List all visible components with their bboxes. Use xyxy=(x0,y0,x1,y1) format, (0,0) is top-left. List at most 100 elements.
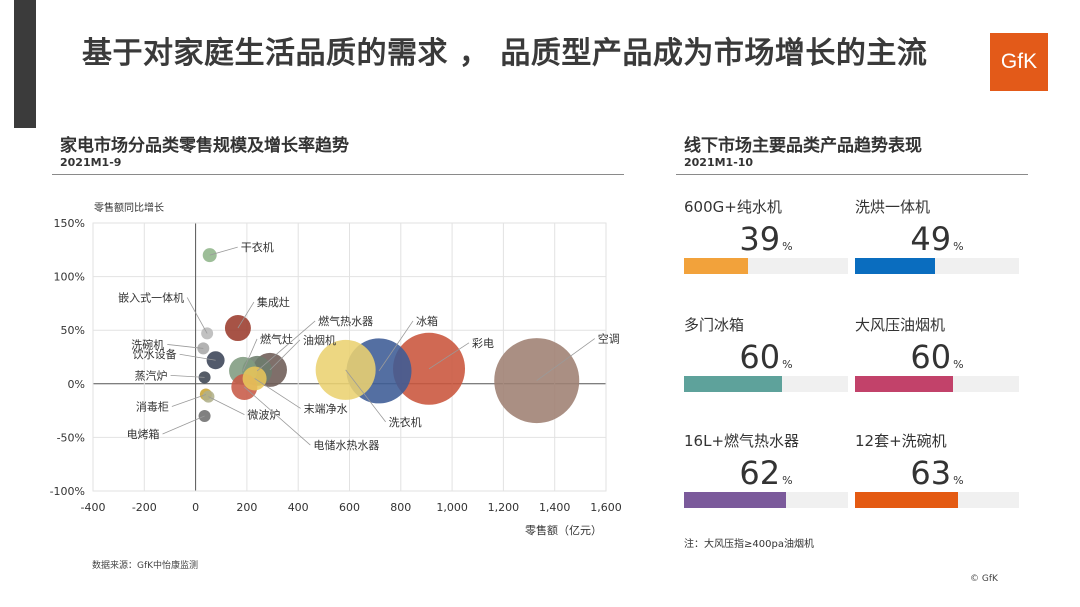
leader-line xyxy=(378,320,414,372)
plot-frame xyxy=(92,222,607,492)
bubble-label: 彩电 xyxy=(472,337,494,350)
trend-value: 62% xyxy=(684,454,848,492)
x-tick-label: 1,000 xyxy=(436,501,468,514)
right-section-subtitle: 2021M1-10 xyxy=(684,156,754,169)
trend-bar-fill xyxy=(855,376,954,392)
x-tick-label: 200 xyxy=(236,501,257,514)
x-tick-label: 800 xyxy=(390,501,411,514)
bubble-label: 嵌入式一体机 xyxy=(118,290,184,304)
bubble-label: 集成灶 xyxy=(257,295,290,309)
trend-number: 49 xyxy=(910,220,952,258)
bubble-label: 洗衣机 xyxy=(389,415,422,429)
leader-line xyxy=(171,394,206,407)
trend-category: 洗烘一体机 xyxy=(855,198,931,216)
trend-bar-track xyxy=(684,492,848,508)
bubble-label: 空调 xyxy=(598,332,620,346)
bubble-label: 油烟机 xyxy=(303,333,336,347)
bubble-label: 消毒柜 xyxy=(136,400,169,414)
trend-unit: % xyxy=(953,474,964,487)
y-axis-title: 零售额同比增长 xyxy=(94,201,164,214)
trend-item: 洗烘一体机 49% xyxy=(855,196,1019,274)
trend-category: 600G+纯水机 xyxy=(684,198,782,216)
leader-line xyxy=(269,339,301,371)
x-tick-label: 0 xyxy=(192,501,199,514)
bubble-label: 蒸汽炉 xyxy=(135,368,168,382)
trend-bar-fill xyxy=(684,492,786,508)
trend-category: 12套+洗碗机 xyxy=(855,432,947,450)
bubble-label: 末端净水 xyxy=(304,401,348,415)
left-section-subtitle: 2021M1-9 xyxy=(60,156,122,169)
left-section-title: 家电市场分品类零售规模及增长率趋势 xyxy=(60,136,349,156)
bubble-chart: 150% 100% 50% 0% -50% -100% -400 -200 0 200 400 600… xyxy=(50,201,622,537)
trend-item: 12套+洗碗机 63% xyxy=(855,430,1019,508)
y-tick-label: -50% xyxy=(57,431,85,444)
leader-line xyxy=(167,344,204,349)
bubble xyxy=(197,342,210,355)
bubble-label: 电储水热水器 xyxy=(313,438,379,452)
y-tick-label: 50% xyxy=(61,324,85,337)
x-tick-label: 600 xyxy=(339,501,360,514)
y-tick-label: 100% xyxy=(54,271,85,284)
trend-value: 60% xyxy=(684,338,848,376)
trend-item: 多门冰箱 60% xyxy=(684,314,848,392)
trend-value: 63% xyxy=(855,454,1019,492)
trend-item: 16L+燃气热水器 62% xyxy=(684,430,848,508)
header-accent-bar xyxy=(14,0,36,128)
leader-line xyxy=(162,415,205,435)
trend-value: 49% xyxy=(855,220,1019,258)
trend-value: 39% xyxy=(684,220,848,258)
right-section-title: 线下市场主要品类产品趋势表现 xyxy=(684,136,922,156)
x-tick-label: -400 xyxy=(81,501,106,514)
trend-bar-track xyxy=(855,492,1019,508)
x-tick-label: 1,400 xyxy=(539,501,571,514)
bubble-label: 电烤箱 xyxy=(127,427,160,441)
x-tick-label: 1,600 xyxy=(590,501,622,514)
trend-unit: % xyxy=(782,358,793,371)
bubble-label: 冰箱 xyxy=(416,314,438,328)
trend-bar-track xyxy=(684,376,848,392)
x-tick-label: 1,200 xyxy=(488,501,520,514)
trend-unit: % xyxy=(782,474,793,487)
x-axis-title: 零售额（亿元） xyxy=(525,523,602,537)
trend-number: 60 xyxy=(739,338,781,376)
right-section-divider xyxy=(676,174,1028,175)
leader-line xyxy=(170,374,205,378)
bubble-label: 饮水设备 xyxy=(133,347,177,361)
leader-line xyxy=(237,301,255,329)
leader-line xyxy=(186,297,208,334)
trend-unit: % xyxy=(782,240,793,253)
trend-bar-track xyxy=(855,258,1019,274)
bubble-label: 干衣机 xyxy=(241,240,274,254)
leader-line xyxy=(254,378,301,409)
trend-number: 63 xyxy=(910,454,952,492)
leader-line xyxy=(256,320,316,372)
trend-category: 大风压油烟机 xyxy=(855,316,946,334)
trend-item: 大风压油烟机 60% xyxy=(855,314,1019,392)
trend-bar-track xyxy=(684,258,848,274)
trend-bar-fill xyxy=(684,258,748,274)
copyright: © GfK xyxy=(970,574,998,584)
x-tick-label: -200 xyxy=(132,501,157,514)
trend-item: 600G+纯水机 39% xyxy=(684,196,848,274)
bubble-label: 燃气热水器 xyxy=(318,314,373,328)
leader-line xyxy=(244,386,311,446)
trend-bar-fill xyxy=(684,376,783,392)
page-title: 基于对家庭生活品质的需求 ， 品质型产品成为市场增长的主流 xyxy=(82,36,928,71)
leader-line xyxy=(208,396,245,416)
logo-text: GfK xyxy=(1000,50,1038,73)
leader-line xyxy=(209,246,238,256)
gfk-logo: GfK xyxy=(990,33,1048,91)
trend-number: 39 xyxy=(739,220,781,258)
bubble xyxy=(201,327,214,340)
trend-value: 60% xyxy=(855,338,1019,376)
trend-category: 16L+燃气热水器 xyxy=(684,432,800,450)
leader-line xyxy=(536,338,595,381)
x-tick-label: 400 xyxy=(288,501,309,514)
leader-line xyxy=(242,338,258,372)
leader-line xyxy=(345,369,386,423)
y-tick-label: 150% xyxy=(54,217,85,230)
leader-line xyxy=(428,342,470,370)
trend-number: 60 xyxy=(910,338,952,376)
data-source: 数据来源：GfK中怡康监测 xyxy=(92,561,199,571)
left-section-divider xyxy=(52,174,624,175)
